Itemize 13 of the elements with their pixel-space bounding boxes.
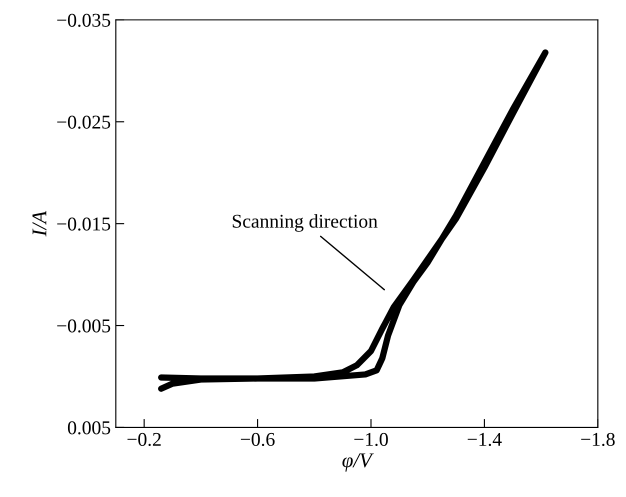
y-tick-label: −0.035	[57, 14, 110, 27]
y-axis-title: I/A	[32, 210, 46, 236]
x-tick-label: −1.8	[581, 432, 615, 446]
annotation: Scanning direction	[232, 214, 378, 232]
y-tick-label: −0.015	[57, 217, 110, 231]
y-tick-label: −0.025	[57, 116, 110, 129]
x-axis-title: φ/V	[342, 453, 374, 472]
y-tick-label: −0.005	[57, 319, 110, 333]
x-tick-label: −0.2	[128, 432, 161, 446]
y-tick-label: 0.005	[68, 421, 110, 434]
x-tick-label: −0.6	[240, 432, 275, 446]
x-tick-label: −1.4	[468, 432, 502, 446]
x-tick-label: −1.0	[354, 432, 388, 446]
